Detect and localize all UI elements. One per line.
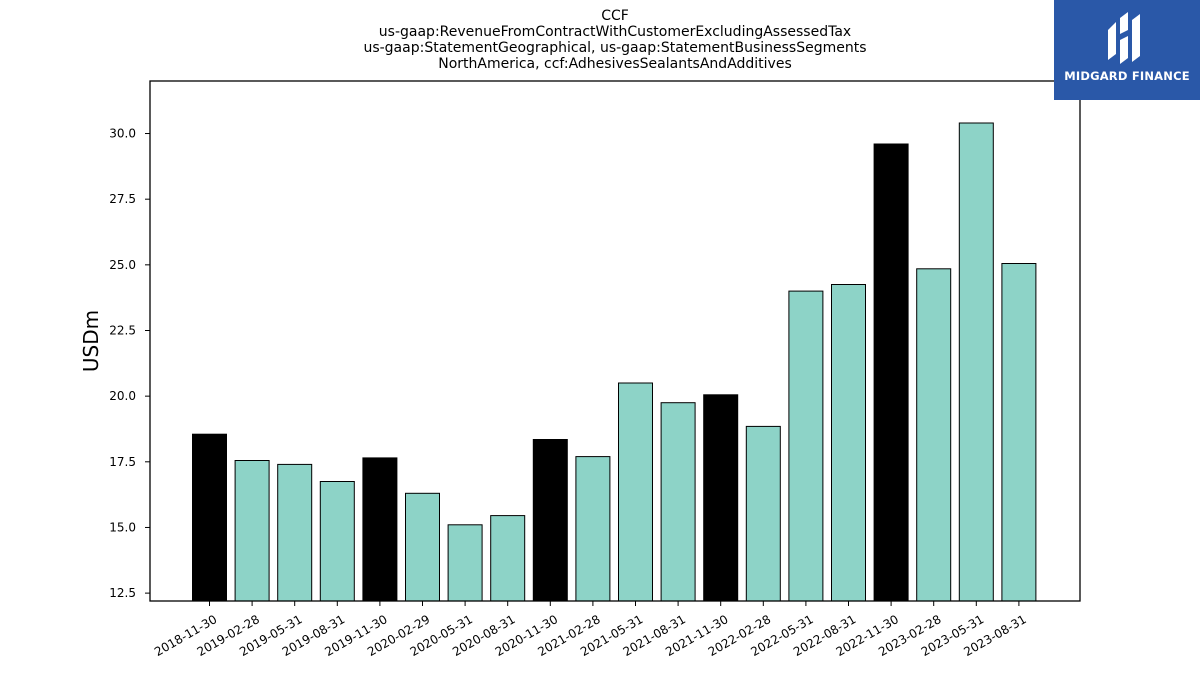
y-axis-ticks: 12.5 15.0 17.5 20.0 22.5 25.0 27.5 30.0: [109, 127, 150, 600]
bar: [362, 457, 398, 602]
bar: [234, 460, 270, 602]
bar: [745, 425, 781, 602]
brand-name: MIDGARD FINANCE: [1064, 69, 1190, 83]
y-tick-label: 17.5: [109, 455, 136, 469]
bar: [405, 492, 440, 602]
y-tick-label: 30.0: [109, 127, 136, 141]
bar: [490, 515, 526, 602]
brand-logo: MIDGARD FINANCE: [1054, 0, 1200, 100]
y-tick-label: 27.5: [109, 192, 136, 206]
bar: [703, 394, 739, 602]
y-tick-label: 22.5: [109, 323, 136, 337]
bar: [660, 402, 696, 602]
y-tick-label: 25.0: [109, 258, 136, 272]
title-line: CCF: [601, 8, 629, 24]
bar: [958, 122, 994, 602]
bar: [532, 439, 568, 602]
bar: [447, 524, 483, 602]
title-line: NorthAmerica, ccf:AdhesivesSealantsAndAd…: [438, 56, 792, 72]
bar: [277, 463, 313, 602]
bar: [319, 481, 355, 602]
title-line: us-gaap:StatementGeographical, us-gaap:S…: [363, 40, 866, 56]
plot-frame: [149, 80, 1081, 602]
bar: [916, 268, 952, 602]
bar: [575, 456, 611, 602]
title-line: us-gaap:RevenueFromContractWithCustomerE…: [379, 24, 851, 40]
y-tick-label: 20.0: [109, 389, 136, 403]
y-axis-label: USDm: [79, 310, 103, 372]
bar: [831, 284, 866, 602]
bar: [618, 382, 653, 602]
bar: [873, 143, 909, 602]
bar: [788, 290, 824, 602]
bars: [192, 122, 1037, 602]
x-axis-ticks: 2018-11-302019-02-282019-05-312019-08-31…: [152, 601, 1029, 659]
midgard-logo-icon: [1108, 12, 1140, 64]
bar: [192, 433, 227, 602]
chart-title: CCFus-gaap:RevenueFromContractWithCustom…: [363, 8, 866, 72]
y-tick-label: 12.5: [109, 586, 136, 600]
bar: [1001, 263, 1037, 602]
y-tick-label: 15.0: [109, 520, 136, 534]
